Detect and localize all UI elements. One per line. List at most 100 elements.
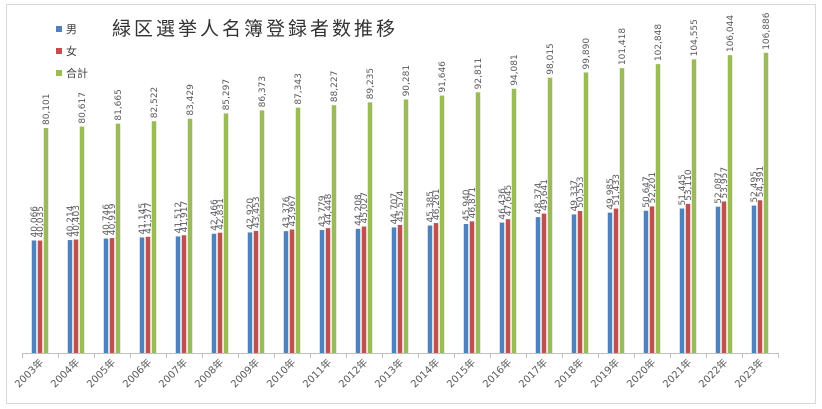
x-tick-label: 2012年 (336, 356, 370, 390)
legend-label-male: 男 (66, 23, 77, 36)
data-label: 99,890 (582, 38, 592, 70)
bar (433, 223, 439, 353)
bar (283, 231, 289, 353)
data-label: 102,848 (654, 24, 664, 61)
legend-item-female: 女 (56, 40, 88, 62)
bar (475, 92, 481, 353)
bar (115, 123, 121, 353)
bar (37, 240, 43, 353)
data-label: 53,957 (720, 167, 730, 199)
data-label: 85,297 (222, 79, 232, 111)
data-label: 44,448 (324, 193, 334, 225)
bar (223, 113, 229, 354)
bar (391, 227, 397, 353)
data-label: 40,746 (102, 204, 112, 236)
data-label: 49,985 (606, 178, 616, 210)
data-label: 82,522 (150, 87, 160, 119)
legend-label-female: 女 (66, 45, 77, 58)
x-tick-label: 2023年 (732, 356, 766, 390)
bar (511, 88, 517, 353)
legend: 男 女 合計 (56, 18, 88, 84)
bar (535, 217, 541, 353)
x-tick-label: 2006年 (120, 356, 154, 390)
bar (331, 105, 337, 353)
data-label: 52,495 (750, 171, 760, 203)
data-label: 50,553 (576, 177, 586, 209)
data-label: 45,027 (360, 192, 370, 224)
bar (427, 225, 433, 353)
data-label: 45,940 (462, 189, 472, 221)
chart-frame (6, 4, 816, 404)
bar (655, 64, 661, 353)
data-label: 45,385 (426, 191, 436, 223)
bar (367, 102, 373, 354)
data-label: 83,429 (186, 84, 196, 116)
bar (619, 68, 625, 354)
bar (103, 238, 109, 353)
data-label: 48,374 (534, 182, 544, 214)
x-tick-label: 2015年 (444, 356, 478, 390)
x-tick-label: 2016年 (480, 356, 514, 390)
data-label: 104,555 (690, 19, 700, 56)
legend-item-total: 合計 (56, 62, 88, 84)
data-label: 101,418 (618, 28, 628, 65)
data-label: 106,044 (726, 15, 736, 52)
data-label: 41,145 (138, 203, 148, 235)
bar (253, 230, 259, 353)
bar (751, 205, 757, 353)
data-label: 88,227 (330, 71, 340, 103)
x-tick-label: 2014年 (408, 356, 442, 390)
data-label: 98,015 (546, 43, 556, 75)
x-tick-label: 2010年 (264, 356, 298, 390)
bar (175, 236, 181, 353)
data-label: 81,665 (114, 89, 124, 121)
bar (727, 55, 733, 354)
bar (259, 110, 265, 354)
data-label: 106,886 (762, 12, 772, 49)
bar (691, 59, 697, 354)
data-label: 40,214 (66, 205, 76, 237)
data-label: 40,066 (30, 206, 40, 238)
legend-item-male: 男 (56, 18, 88, 40)
data-label: 92,811 (474, 58, 484, 90)
bar (469, 221, 475, 353)
x-tick-label: 2019年 (588, 356, 622, 390)
data-label: 50,647 (642, 176, 652, 208)
data-label: 91,646 (438, 61, 448, 93)
x-tick-label: 2003年 (12, 356, 46, 390)
data-label: 43,779 (318, 195, 328, 227)
data-label: 52,201 (648, 172, 658, 204)
x-tick-label: 2009年 (228, 356, 262, 390)
bar (289, 229, 295, 353)
bar (577, 211, 583, 353)
bar (607, 212, 613, 353)
bar (715, 206, 721, 353)
bar (73, 239, 79, 353)
data-label: 40,919 (108, 203, 118, 235)
data-label: 46,261 (432, 189, 442, 221)
data-label: 90,281 (402, 65, 412, 97)
x-tick-label: 2020年 (624, 356, 658, 390)
data-label: 80,617 (78, 92, 88, 124)
data-label: 89,235 (366, 68, 376, 100)
data-label: 49,641 (540, 179, 550, 211)
data-label: 87,343 (294, 73, 304, 105)
bar (463, 223, 469, 353)
data-label: 41,917 (180, 201, 190, 233)
data-label: 94,081 (510, 54, 520, 86)
bar (679, 208, 685, 353)
data-label: 52,087 (714, 172, 724, 204)
data-label: 43,453 (252, 196, 262, 228)
bar (181, 235, 187, 353)
x-tick-label: 2008年 (192, 356, 226, 390)
bar (763, 52, 769, 353)
data-label: 46,871 (468, 187, 478, 219)
data-label: 43,967 (288, 195, 298, 227)
data-label: 46,436 (498, 188, 508, 220)
bar (211, 233, 217, 353)
bar (319, 230, 325, 353)
data-label: 40,035 (36, 206, 46, 238)
legend-swatch-female (56, 48, 62, 54)
bar (187, 118, 193, 353)
